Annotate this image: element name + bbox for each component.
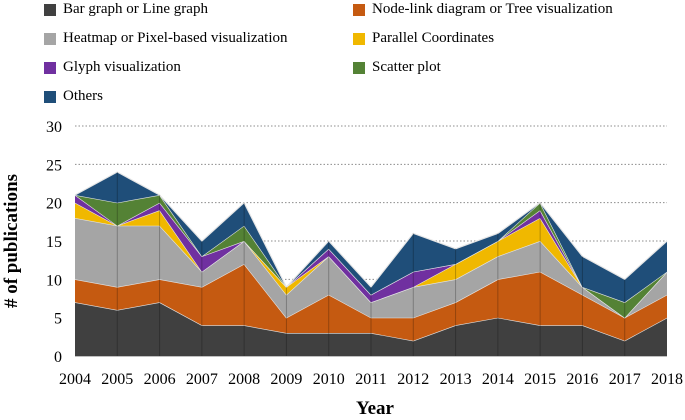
x-tick-label: 2006 bbox=[144, 371, 176, 388]
y-tick-label: 15 bbox=[46, 234, 62, 251]
legend-swatch bbox=[353, 32, 365, 45]
area-fill bbox=[75, 302, 667, 356]
y-axis-title: # of publications bbox=[1, 174, 22, 308]
x-tick-label: 2010 bbox=[313, 371, 345, 388]
legend-item-node-link: Node-link diagram or Tree visualization bbox=[353, 1, 613, 18]
x-tick-label: 2007 bbox=[186, 371, 218, 388]
x-tick-label: 2012 bbox=[397, 371, 429, 388]
legend: Bar graph or Line graph Node-link diagra… bbox=[0, 0, 685, 110]
area-series-layer bbox=[74, 171, 668, 356]
x-tick-label: 2009 bbox=[270, 371, 302, 388]
y-tick-label: 20 bbox=[46, 196, 62, 213]
legend-swatch bbox=[353, 3, 365, 16]
legend-label: Glyph visualization bbox=[63, 59, 181, 75]
area-fill bbox=[75, 172, 667, 303]
area-series bbox=[74, 171, 668, 303]
x-tick-label: 2014 bbox=[482, 371, 514, 388]
x-tick-label: 2017 bbox=[609, 371, 641, 388]
legend-label: Parallel Coordinates bbox=[372, 30, 495, 46]
legend-swatch bbox=[44, 90, 56, 103]
y-tick-labels: 0 5 10 15 20 25 30 bbox=[46, 119, 62, 366]
x-tick-label: 2015 bbox=[524, 371, 556, 388]
legend-swatch bbox=[44, 3, 56, 16]
y-tick-label: 0 bbox=[54, 349, 62, 366]
area-fill bbox=[75, 202, 667, 318]
x-tick-label: 2011 bbox=[355, 371, 386, 388]
y-tick-label: 25 bbox=[46, 157, 62, 174]
area-top-edge bbox=[74, 171, 668, 289]
x-tick-label: 2004 bbox=[59, 371, 91, 388]
legend-swatch bbox=[44, 61, 56, 74]
area-fill bbox=[75, 195, 667, 318]
legend-label: Others bbox=[63, 88, 103, 104]
y-tick-label: 5 bbox=[54, 311, 62, 328]
legend-item-scatter: Scatter plot bbox=[353, 59, 441, 76]
area-fill bbox=[75, 218, 667, 318]
x-axis-title: Year bbox=[356, 398, 395, 419]
y-tick-label: 10 bbox=[46, 272, 62, 289]
legend-item-bar-line: Bar graph or Line graph bbox=[44, 1, 208, 18]
x-tick-label: 2005 bbox=[101, 371, 133, 388]
year-separators bbox=[116, 172, 626, 356]
x-tick-label: 2008 bbox=[228, 371, 260, 388]
legend-label: Node-link diagram or Tree visualization bbox=[372, 1, 613, 17]
x-tick-label: 2016 bbox=[566, 371, 598, 388]
legend-swatch bbox=[44, 32, 56, 45]
legend-item-heatmap: Heatmap or Pixel-based visualization bbox=[44, 30, 288, 47]
legend-item-others: Others bbox=[44, 88, 103, 105]
legend-item-parallel: Parallel Coordinates bbox=[353, 30, 494, 47]
legend-label: Scatter plot bbox=[372, 59, 441, 75]
legend-swatch bbox=[353, 61, 365, 74]
x-tick-label: 2013 bbox=[440, 371, 472, 388]
legend-label: Heatmap or Pixel-based visualization bbox=[63, 30, 288, 46]
x-tick-labels: 2004 2005 2006 2007 2008 2009 2010 2011 2012 2013… bbox=[59, 371, 683, 388]
area-fill bbox=[75, 264, 667, 341]
x-tick-label: 2018 bbox=[651, 371, 683, 388]
y-tick-label: 30 bbox=[46, 119, 62, 136]
legend-item-glyph: Glyph visualization bbox=[44, 59, 181, 76]
legend-label: Bar graph or Line graph bbox=[63, 1, 208, 17]
